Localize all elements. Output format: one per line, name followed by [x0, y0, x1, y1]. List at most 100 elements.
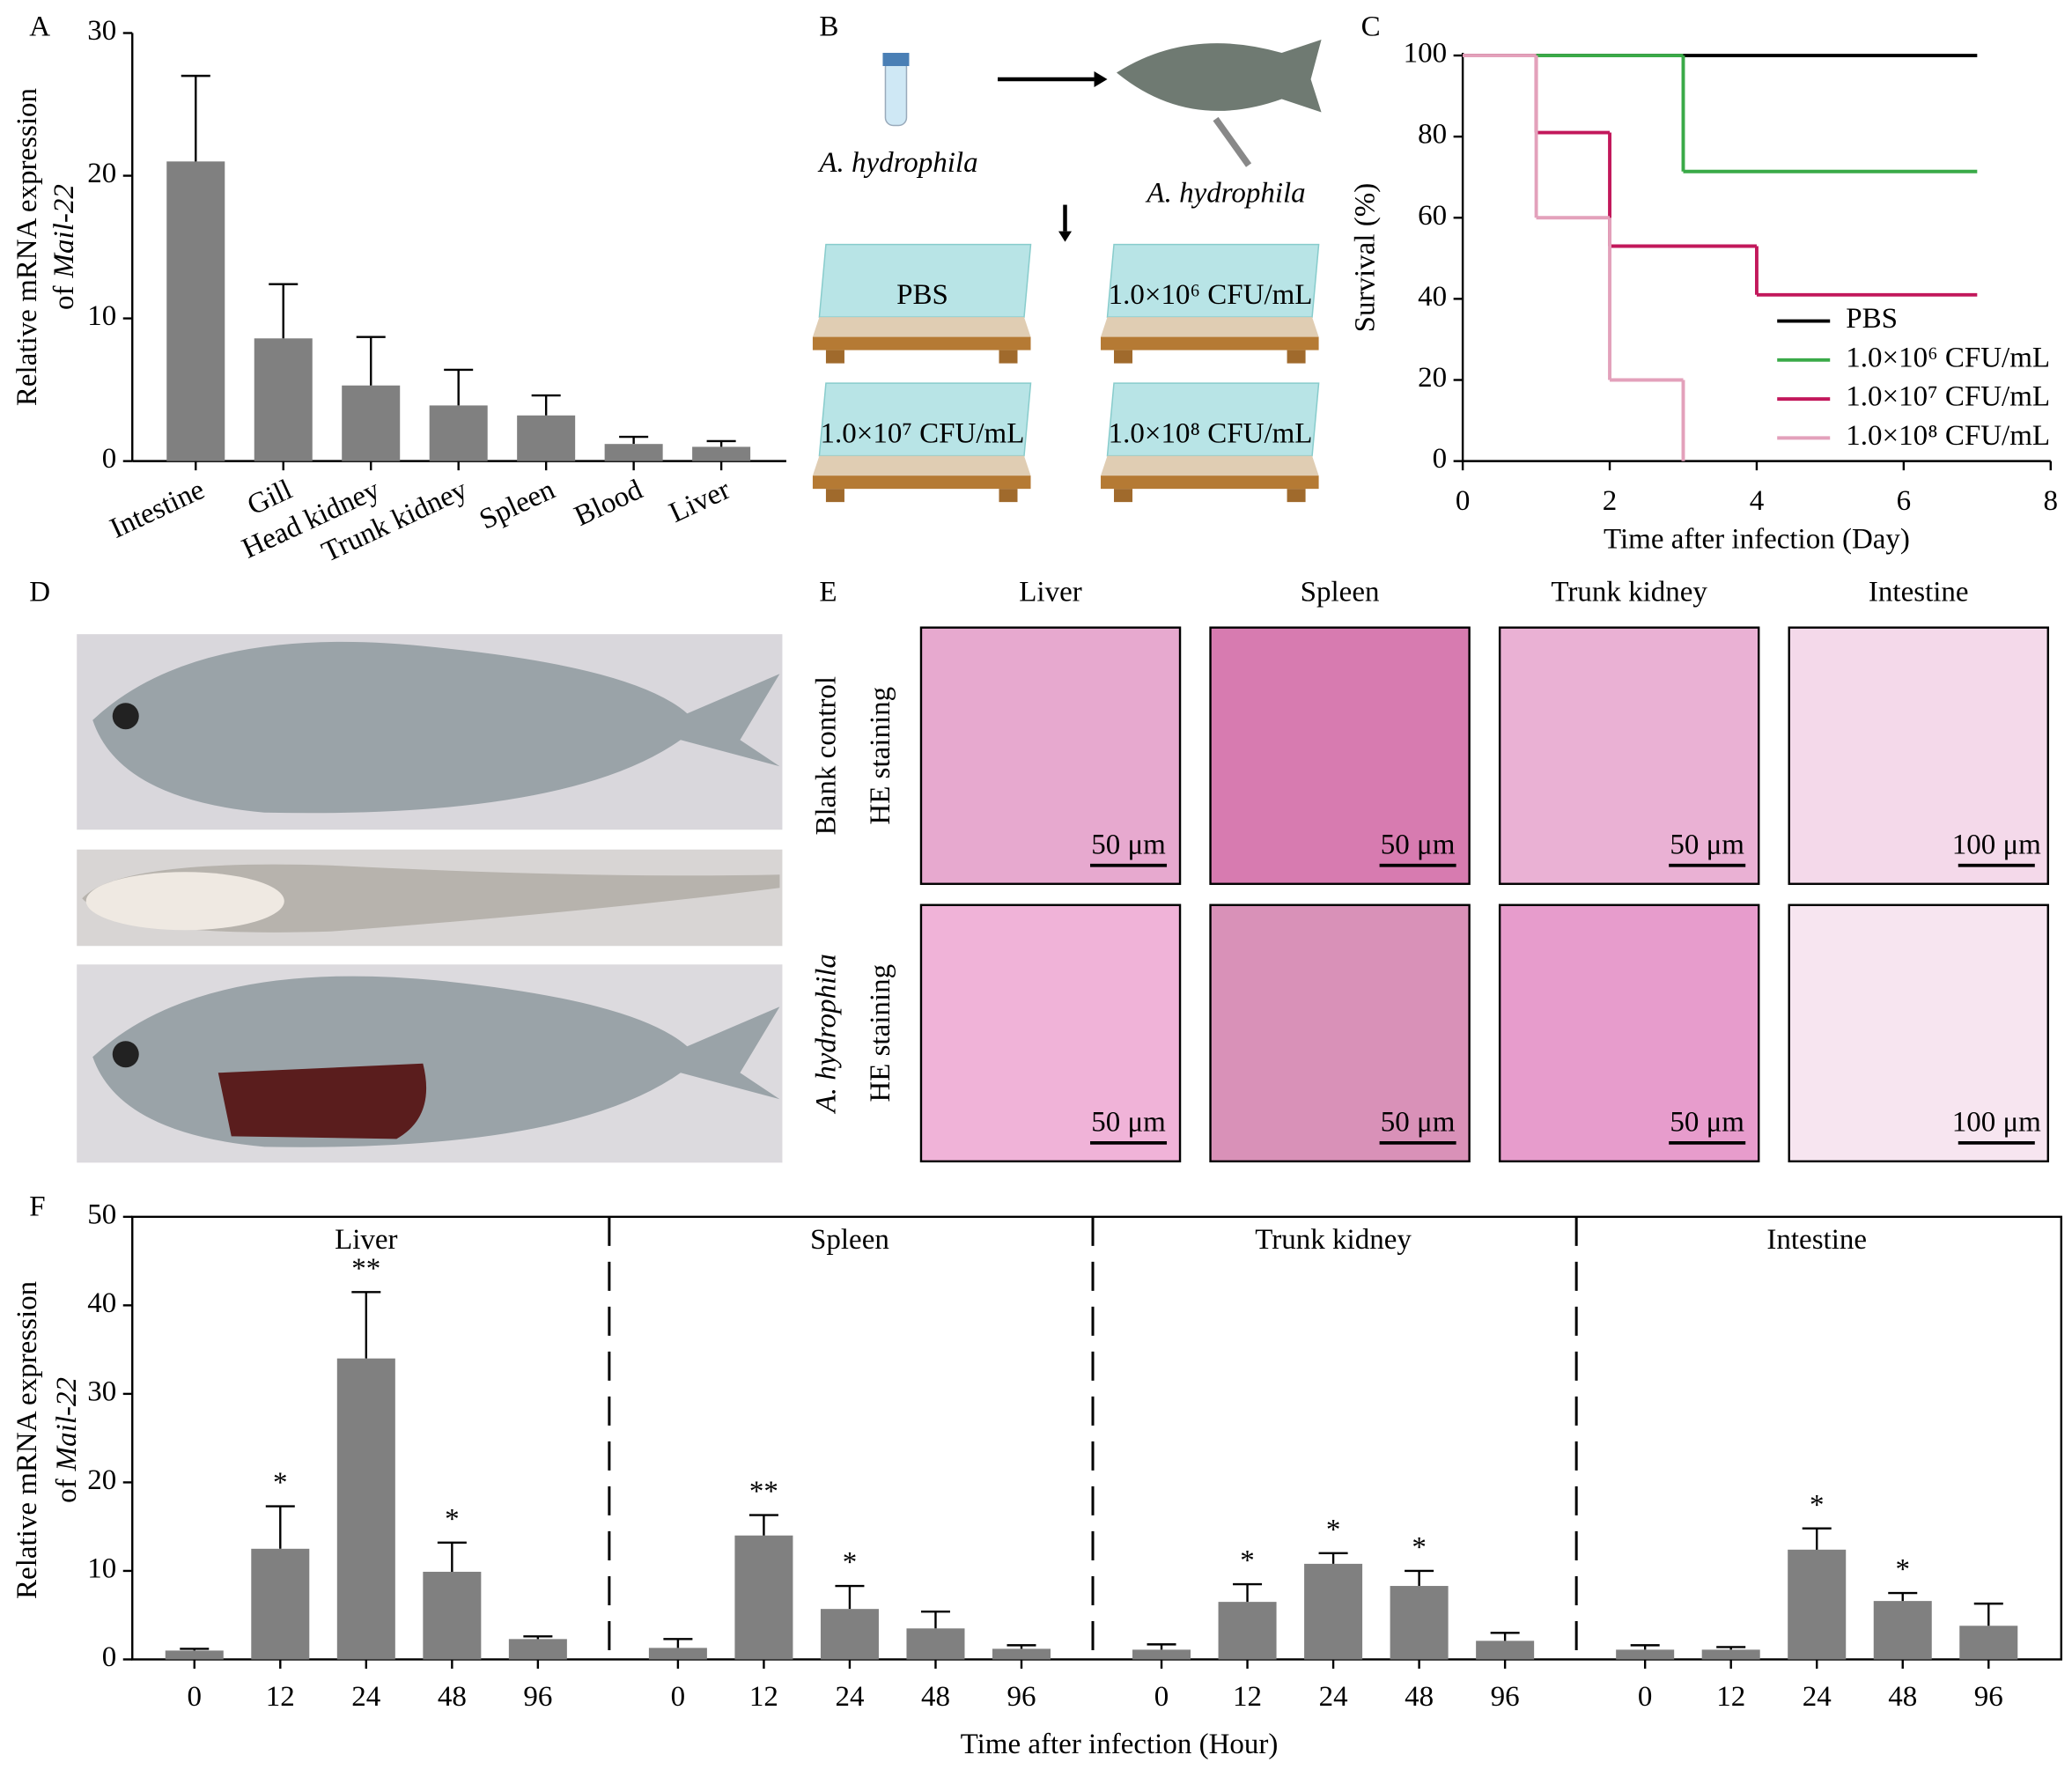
tank-sand — [812, 317, 1031, 337]
error-bar — [1233, 1582, 1263, 1603]
y-tick-label: 80 — [1418, 119, 1447, 151]
scale-bar-label: 50 μm — [1670, 1106, 1744, 1138]
bar — [336, 1358, 395, 1660]
fish-shape — [92, 641, 780, 814]
bar — [1304, 1563, 1363, 1660]
tank-leg — [825, 489, 844, 503]
y-axis-label: of Mail-22 — [48, 184, 80, 310]
legend-label: 1.0×10⁷ CFU/mL — [1846, 381, 2050, 413]
tank-base — [812, 476, 1031, 490]
tank-leg — [1287, 489, 1306, 503]
tank-label: 1.0×10⁷ CFU/mL — [821, 418, 1025, 450]
scale-bar-label: 100 μm — [1952, 829, 2041, 860]
significance-marker: * — [1240, 1545, 1255, 1577]
bar — [692, 446, 751, 461]
x-axis-label: Time after infection (Day) — [1604, 524, 1910, 556]
error-bar — [1405, 1569, 1434, 1587]
significance-marker: * — [1412, 1532, 1427, 1564]
bar — [1616, 1649, 1675, 1660]
error-bar — [351, 1291, 381, 1359]
x-tick-label: 96 — [1007, 1681, 1036, 1713]
syringe — [1213, 116, 1252, 167]
error-bar — [706, 439, 736, 447]
y-label-prefix: of — [48, 285, 80, 310]
error-bar — [1147, 1643, 1176, 1650]
histology-image — [919, 903, 1182, 1163]
error-bar — [437, 1541, 467, 1572]
y-tick-label: 60 — [1418, 200, 1447, 232]
group-title: Spleen — [810, 1224, 889, 1256]
fish-eye — [112, 703, 139, 730]
y-tick-label: 10 — [87, 1553, 116, 1585]
arrow-head — [1058, 231, 1073, 242]
scale-bar-label: 50 μm — [1091, 829, 1166, 860]
x-tick-label: 12 — [1233, 1681, 1262, 1713]
tank-water — [818, 382, 1032, 457]
y-tick-label: 50 — [87, 1198, 116, 1230]
scale-bar-label: 50 μm — [1381, 1106, 1456, 1138]
y-tick-label: 20 — [87, 158, 116, 189]
y-axis-label: Survival (%) — [1350, 183, 1382, 333]
error-bar — [523, 1635, 553, 1640]
error-bar — [1318, 1552, 1348, 1564]
fish-photos — [77, 634, 783, 1163]
bar — [342, 385, 401, 461]
x-tick-label: 12 — [749, 1681, 778, 1713]
y-tick-label: 100 — [1404, 38, 1448, 70]
x-tick-label: 12 — [266, 1681, 295, 1713]
x-tick-label: 0 — [671, 1681, 686, 1713]
tank-base — [812, 336, 1031, 350]
error-bar — [1630, 1644, 1660, 1650]
error-bar — [181, 74, 210, 162]
scale-bar-label: 50 μm — [1670, 829, 1744, 860]
bar — [429, 405, 488, 461]
error-bar — [531, 394, 561, 416]
column-header: Spleen — [1301, 577, 1380, 608]
tank-base — [1101, 476, 1319, 490]
bar — [1873, 1601, 1932, 1660]
y-label-prefix: of — [51, 1478, 83, 1502]
histology-image — [1209, 903, 1471, 1163]
error-bar — [663, 1638, 693, 1648]
row-stain: HE staining — [865, 964, 896, 1102]
bar — [254, 338, 313, 461]
x-tick-label: 0 — [188, 1681, 202, 1713]
panel-label: D — [29, 577, 50, 608]
x-tick-label: 24 — [1803, 1681, 1832, 1713]
y-tick-label: 0 — [1433, 443, 1448, 475]
tank-water — [818, 243, 1032, 318]
histology-image — [1498, 903, 1760, 1163]
group-title: Liver — [335, 1224, 397, 1256]
significance-marker: * — [1326, 1514, 1341, 1545]
x-tick-label: 24 — [835, 1681, 864, 1713]
bar — [1390, 1586, 1449, 1660]
legend-label: 1.0×10⁶ CFU/mL — [1846, 342, 2050, 373]
x-tick-label: 0 — [1154, 1681, 1169, 1713]
significance-marker: * — [273, 1467, 288, 1499]
panel-label: F — [29, 1191, 45, 1222]
histology-image — [1788, 626, 2049, 885]
significance-marker: * — [843, 1547, 858, 1579]
x-axis-label: Time after infection (Hour) — [961, 1729, 1279, 1760]
bar — [508, 1639, 567, 1660]
bar — [251, 1548, 310, 1660]
y-tick-label: 20 — [87, 1464, 116, 1496]
y-tick-label: 20 — [1418, 362, 1447, 394]
tank-label: PBS — [896, 279, 948, 311]
x-tick-label: 24 — [351, 1681, 380, 1713]
y-tick-label: 30 — [87, 1375, 116, 1407]
significance-marker: * — [1810, 1489, 1825, 1521]
significance-marker: * — [445, 1503, 460, 1535]
x-tick-label: 12 — [1716, 1681, 1745, 1713]
x-tick-label: 48 — [921, 1681, 950, 1713]
arrow-head — [1094, 71, 1108, 88]
error-bar — [920, 1610, 950, 1629]
bar — [517, 415, 576, 461]
y-label-gene: Mail-22 — [48, 184, 80, 278]
error-bar — [1007, 1644, 1036, 1649]
tank-label: 1.0×10⁸ CFU/mL — [1109, 418, 1313, 450]
error-bar — [1802, 1527, 1832, 1550]
fish-belly — [85, 872, 284, 931]
error-bar — [1973, 1602, 2003, 1626]
bar — [423, 1571, 482, 1660]
